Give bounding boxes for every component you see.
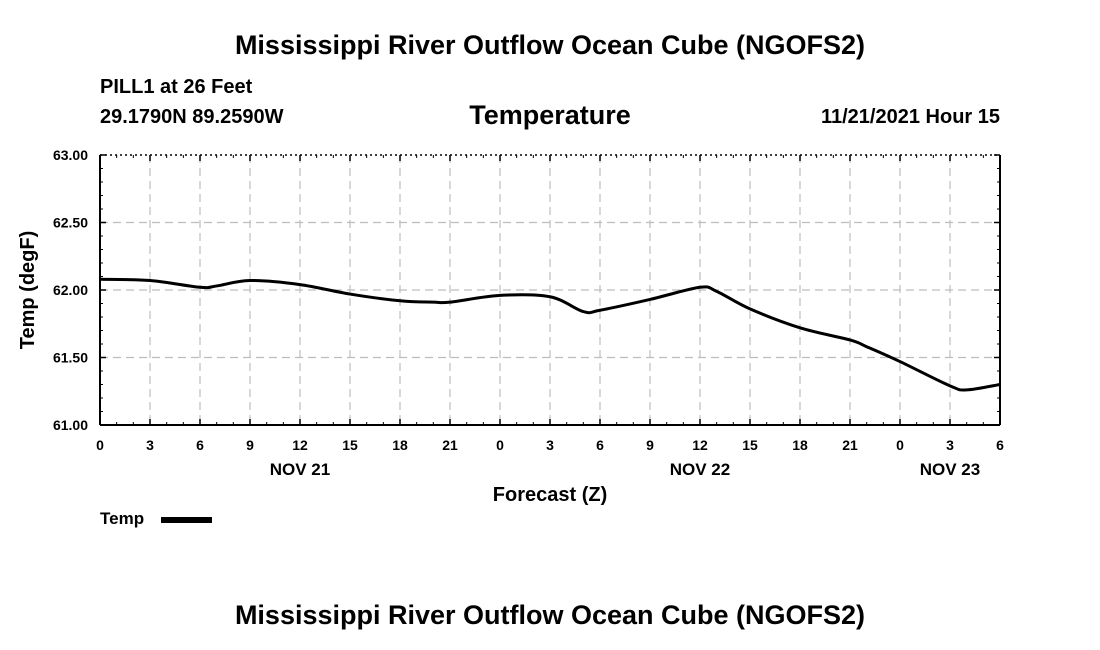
y-axis-title: Temp (degF) <box>17 231 39 350</box>
x-tick-label: 12 <box>692 437 708 453</box>
x-tick-label: 0 <box>496 437 504 453</box>
y-tick-label: 62.00 <box>53 282 88 298</box>
day-label: NOV 22 <box>670 460 730 479</box>
footer-title: Mississippi River Outflow Ocean Cube (NG… <box>234 600 866 630</box>
x-tick-label: 21 <box>842 437 858 453</box>
x-tick-label: 21 <box>442 437 458 453</box>
day-label: NOV 21 <box>270 460 330 479</box>
datetime-label: 11/21/2021 Hour 15 <box>820 106 1000 128</box>
x-tick-label: 0 <box>896 437 904 453</box>
legend-label: Temp <box>100 509 145 528</box>
x-tick-label: 3 <box>146 437 154 453</box>
x-tick-label: 6 <box>596 437 604 453</box>
y-tick-label: 61.00 <box>53 417 88 433</box>
x-tick-label: 15 <box>742 437 758 453</box>
x-axis-title: Forecast (Z) <box>493 484 607 506</box>
x-tick-label: 18 <box>792 437 808 453</box>
x-tick-label: 0 <box>96 437 104 453</box>
x-tick-label: 3 <box>946 437 954 453</box>
x-tick-label: 6 <box>196 437 204 453</box>
y-tick-label: 61.50 <box>53 350 88 366</box>
legend-line-swatch <box>161 517 212 523</box>
series-line-temp <box>99 277 1001 392</box>
y-tick-label: 63.00 <box>53 147 88 163</box>
x-tick-label: 3 <box>546 437 554 453</box>
x-tick-label: 15 <box>342 437 358 453</box>
x-tick-label: 18 <box>392 437 408 453</box>
main-title: Mississippi River Outflow Ocean Cube (NG… <box>234 30 866 60</box>
x-tick-label: 9 <box>646 437 654 453</box>
x-tick-label: 9 <box>246 437 254 453</box>
day-label: NOV 23 <box>920 460 980 479</box>
station-label: PILL1 at 26 Feet <box>100 76 253 98</box>
x-tick-label: 6 <box>996 437 1004 453</box>
coordinates-label: 29.1790N 89.2590W <box>100 106 284 128</box>
chart-title: Temperature <box>469 100 631 130</box>
y-tick-label: 62.50 <box>53 215 88 231</box>
x-tick-label: 12 <box>292 437 308 453</box>
